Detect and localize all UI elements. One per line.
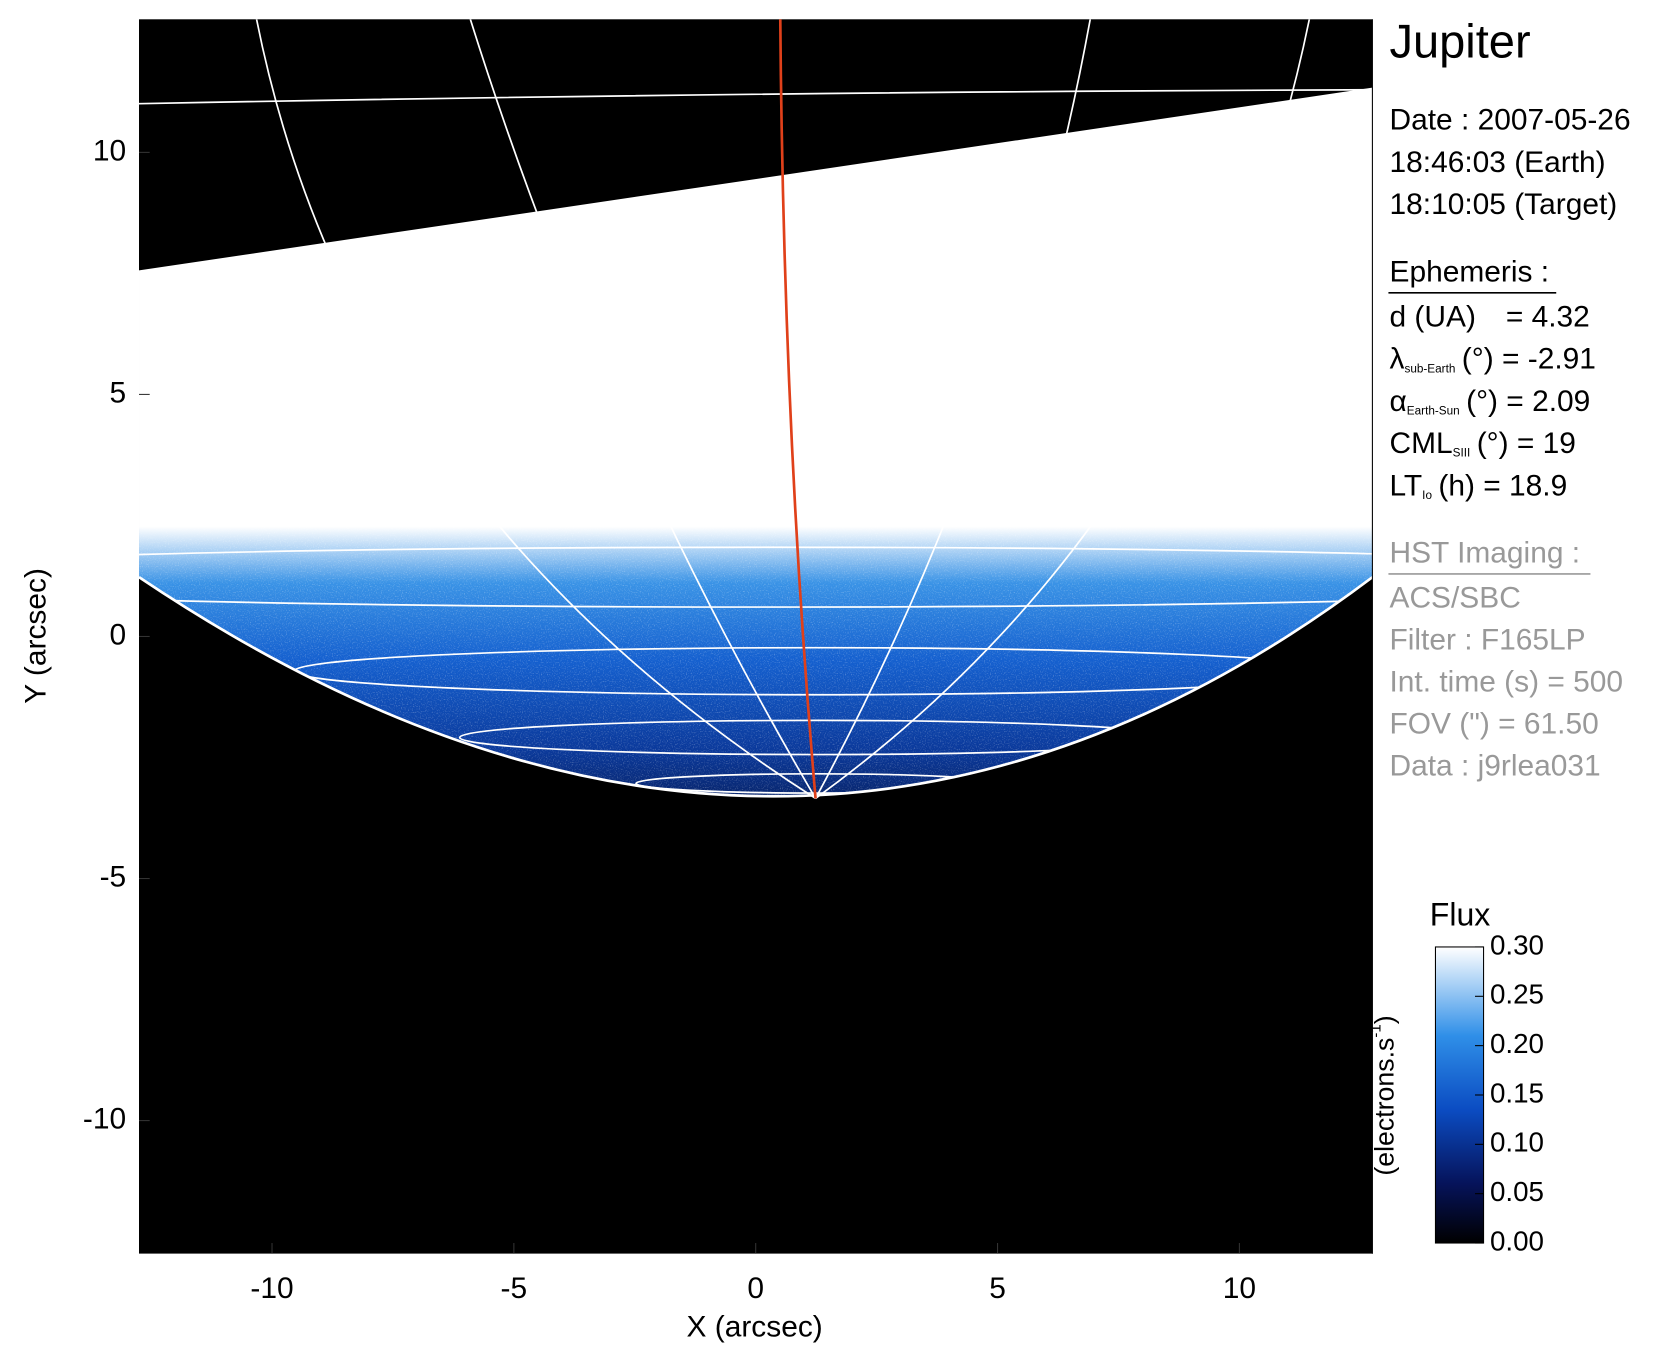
y-tick-label: 0 bbox=[110, 618, 127, 651]
y-tick-label: 10 bbox=[93, 134, 126, 167]
imaging-line: Data : j9rlea031 bbox=[1390, 750, 1601, 783]
symbol: CML bbox=[1390, 427, 1453, 460]
x-axis-label: X (arcsec) bbox=[687, 1310, 823, 1343]
colorbar-label-end: ) bbox=[1369, 1015, 1399, 1024]
subscript: SIII bbox=[1453, 447, 1471, 460]
x-tick-label: -5 bbox=[501, 1272, 528, 1305]
no-data bbox=[139, 19, 1373, 271]
colorbar-tick-label: 0.00 bbox=[1490, 1225, 1544, 1256]
y-tick-label: -5 bbox=[100, 860, 127, 893]
colorbar-ticks: 0.00 0.05 0.10 0.15 0.20 0.25 0.30 bbox=[1475, 929, 1544, 1256]
date-line: 18:10:05 (Target) bbox=[1390, 188, 1618, 221]
colorbar-title: Flux bbox=[1430, 897, 1491, 933]
imaging-line: FOV (") = 61.50 bbox=[1390, 708, 1599, 741]
colorbar-tick-label: 0.10 bbox=[1490, 1127, 1544, 1158]
meridian bbox=[778, 19, 817, 799]
colorbar-tick-label: 0.20 bbox=[1490, 1028, 1544, 1059]
info-title: Jupiter bbox=[1390, 14, 1531, 67]
ephemeris-line: d (UA) = 4.32 bbox=[1390, 300, 1590, 333]
colorbar-tick-label: 0.25 bbox=[1490, 979, 1544, 1010]
ephemeris-line: λsub-Earth (°) = -2.91 bbox=[1390, 343, 1596, 376]
value-text: (°) = 2.09 bbox=[1466, 385, 1590, 418]
image bbox=[139, 19, 1373, 1254]
x-tick-label: 5 bbox=[989, 1272, 1006, 1305]
x-tick-label: 10 bbox=[1223, 1272, 1256, 1305]
colorbar-label-main: (electrons.s bbox=[1369, 1038, 1399, 1176]
axes: -10 -5 0 5 10 -10 -5 0 5 10 bbox=[83, 134, 1256, 1305]
colorbar-label-sup: -1 bbox=[1368, 1024, 1385, 1037]
value-text: (°) = -2.91 bbox=[1462, 343, 1596, 376]
imaging-line: Int. time (s) = 500 bbox=[1390, 666, 1624, 699]
colorbar-tick-label: 0.30 bbox=[1490, 929, 1544, 960]
subscript: Earth-Sun bbox=[1407, 405, 1460, 418]
value-text: (°) = 19 bbox=[1477, 427, 1576, 460]
symbol: λ bbox=[1390, 343, 1405, 376]
colorbar-tick-label: 0.05 bbox=[1490, 1176, 1544, 1207]
value-text: = 4.32 bbox=[1506, 300, 1590, 333]
subscript: Io bbox=[1422, 489, 1432, 502]
symbol: LT bbox=[1390, 469, 1423, 502]
colorbar-label: (electrons.s-1) bbox=[1368, 1015, 1400, 1175]
ephemeris-line: LTIo (h) = 18.9 bbox=[1390, 469, 1568, 502]
date-line: Date : 2007-05-26 bbox=[1390, 104, 1631, 137]
symbol: α bbox=[1390, 385, 1407, 418]
y-tick-label: 5 bbox=[110, 376, 127, 409]
y-axis-label: Y (arcsec) bbox=[19, 568, 52, 704]
x-tick-label: 0 bbox=[747, 1272, 764, 1305]
x-tick-label: -10 bbox=[250, 1272, 293, 1305]
value-text: (h) = 18.9 bbox=[1438, 469, 1567, 502]
y-tick-label: -10 bbox=[83, 1102, 126, 1135]
ephemeris-line: αEarth-Sun (°) = 2.09 bbox=[1390, 385, 1591, 418]
ephemeris-line: CMLSIII (°) = 19 bbox=[1390, 427, 1576, 460]
ephemeris-heading: Ephemeris : bbox=[1390, 256, 1550, 289]
imaging-heading: HST Imaging : bbox=[1390, 537, 1581, 570]
imaging-line: ACS/SBC bbox=[1390, 582, 1521, 615]
imaging-line: Filter : F165LP bbox=[1390, 624, 1586, 657]
colorbar-tick-label: 0.15 bbox=[1490, 1077, 1544, 1108]
date-line: 18:46:03 (Earth) bbox=[1390, 146, 1606, 179]
info-panel: Date : 2007-05-26 18:46:03 (Earth) 18:10:0… bbox=[1388, 104, 1631, 783]
subscript: sub-Earth bbox=[1404, 362, 1455, 375]
symbol: d (UA) bbox=[1390, 300, 1476, 333]
